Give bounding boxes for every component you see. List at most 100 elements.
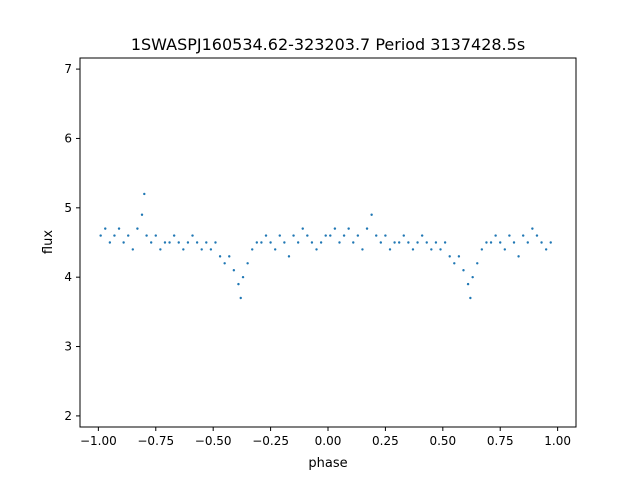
data-point: [306, 234, 309, 237]
data-point: [425, 241, 428, 244]
y-axis-ticks: 2 3 4 5 6 7: [64, 62, 80, 423]
data-point: [168, 241, 171, 244]
data-point: [301, 227, 304, 230]
data-point: [154, 234, 157, 237]
data-point: [494, 234, 497, 237]
x-tick-label: 0.75: [487, 434, 514, 448]
data-point: [544, 248, 548, 251]
y-tick-label: 3: [64, 340, 72, 354]
chart-title: 1SWASPJ160534.62-323203.7 Period 3137428…: [131, 35, 525, 54]
data-point: [214, 241, 217, 244]
y-axis-label: flux: [41, 230, 56, 254]
data-point: [149, 241, 153, 244]
data-point: [218, 255, 222, 258]
data-point: [375, 234, 378, 237]
data-point: [503, 248, 507, 251]
data-point: [462, 269, 465, 272]
data-point: [319, 241, 323, 244]
data-point: [269, 241, 272, 244]
data-point: [439, 248, 442, 251]
data-point: [264, 234, 268, 237]
data-point: [140, 213, 144, 216]
data-point: [104, 227, 107, 230]
data-point: [315, 248, 318, 251]
data-point: [480, 248, 484, 251]
data-point: [476, 262, 479, 265]
y-tick-label: 4: [64, 270, 72, 284]
data-point: [338, 241, 341, 244]
data-point: [159, 248, 162, 251]
data-point: [388, 248, 392, 251]
data-point: [365, 227, 369, 230]
data-point: [329, 234, 332, 237]
data-point: [292, 234, 295, 237]
data-points: [99, 192, 552, 300]
data-point: [535, 234, 539, 237]
y-tick-label: 5: [64, 201, 72, 215]
data-point: [239, 296, 242, 300]
data-point: [499, 241, 502, 244]
y-tick-label: 6: [64, 131, 72, 145]
data-point: [108, 241, 112, 244]
data-point: [145, 234, 148, 237]
x-tick-label: −0.25: [252, 434, 289, 448]
data-point: [251, 248, 254, 251]
data-point: [521, 234, 525, 237]
data-point: [471, 275, 474, 279]
y-tick-label: 7: [64, 62, 72, 76]
data-point: [172, 234, 176, 237]
x-tick-label: 0.00: [315, 434, 342, 448]
data-point: [273, 248, 277, 251]
data-point: [287, 255, 291, 258]
data-point: [260, 241, 263, 244]
data-point: [342, 234, 346, 237]
data-point: [310, 241, 314, 244]
data-point: [352, 241, 355, 244]
data-point: [255, 241, 259, 244]
data-point: [549, 241, 552, 244]
data-point: [209, 248, 213, 251]
data-point: [512, 241, 516, 244]
data-point: [466, 282, 470, 286]
data-point: [241, 275, 245, 279]
data-point: [182, 248, 185, 251]
data-point: [526, 241, 529, 244]
data-point: [347, 227, 350, 230]
x-tick-label: 0.50: [429, 434, 456, 448]
data-point: [223, 262, 226, 265]
data-point: [411, 248, 415, 251]
data-point: [113, 234, 116, 237]
data-point: [163, 241, 167, 244]
data-point: [143, 192, 146, 196]
data-point: [448, 255, 451, 258]
x-axis-label: phase: [308, 456, 347, 471]
y-tick-label: 2: [64, 409, 72, 423]
data-point: [397, 241, 401, 244]
data-point: [469, 296, 472, 300]
data-point: [370, 213, 373, 216]
data-point: [177, 241, 180, 244]
data-point: [200, 248, 203, 251]
data-point: [407, 241, 410, 244]
data-point: [457, 255, 461, 258]
data-point: [232, 269, 236, 272]
data-point: [237, 282, 240, 286]
data-point: [485, 241, 488, 244]
data-point: [99, 234, 102, 237]
data-point: [186, 241, 190, 244]
data-point: [127, 234, 130, 237]
data-point: [205, 241, 208, 244]
data-point: [333, 227, 337, 230]
data-point: [489, 241, 493, 244]
data-point: [117, 227, 121, 230]
data-point: [531, 227, 534, 230]
data-point: [443, 241, 447, 244]
data-point: [402, 234, 405, 237]
data-point: [228, 255, 231, 258]
data-point: [434, 241, 438, 244]
x-tick-label: 1.00: [544, 434, 571, 448]
data-point: [453, 262, 456, 265]
data-point: [296, 241, 300, 244]
